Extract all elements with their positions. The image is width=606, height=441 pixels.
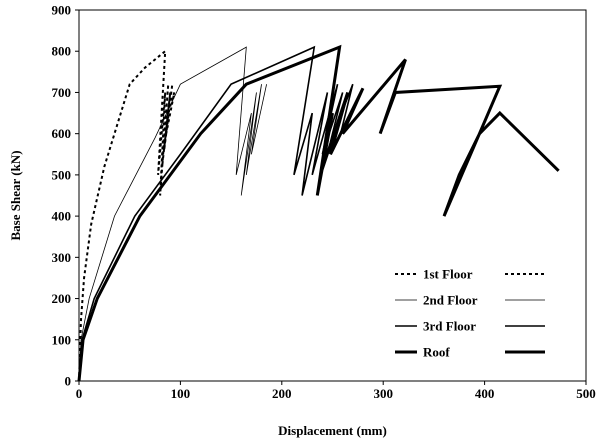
y-axis-title: Base Shear (kN) [8, 150, 23, 240]
x-tick-label: 200 [272, 386, 292, 401]
x-tick-label: 100 [171, 386, 191, 401]
y-tick-label: 900 [52, 3, 72, 18]
legend: 1st Floor 2nd Floor 3rd Floor Roof [395, 267, 545, 360]
axes: 0 100 200 300 400 500 600 700 800 900 0 100 200 300 40… [52, 3, 596, 402]
legend-label-4: Roof [423, 345, 450, 360]
legend-label-3: 3rd Floor [423, 319, 476, 334]
series-line-4 [77, 44, 560, 382]
x-tick-label: 500 [576, 386, 596, 401]
y-tick-label: 0 [65, 374, 72, 389]
x-tick-label: 300 [373, 386, 393, 401]
series-layer [77, 44, 560, 382]
x-axis-title: Displacement (mm) [278, 423, 387, 438]
legend-label-2: 2nd Floor [423, 293, 478, 308]
y-tick-label: 800 [52, 44, 72, 59]
plot-frame [78, 9, 587, 382]
y-tick-label: 100 [52, 332, 72, 347]
y-tick-label: 200 [52, 291, 72, 306]
series-line-1 [78, 49, 176, 382]
x-tick-label: 400 [475, 386, 495, 401]
y-tick-label: 300 [52, 250, 72, 265]
series-line-2 [78, 46, 267, 382]
y-tick-label: 600 [52, 126, 72, 141]
plot-area [78, 9, 587, 382]
x-tick-label: 0 [76, 386, 83, 401]
y-tick-label: 400 [52, 209, 72, 224]
y-tick-label: 500 [52, 167, 72, 182]
y-tick-label: 700 [52, 85, 72, 100]
legend-label-1: 1st Floor [423, 267, 473, 282]
